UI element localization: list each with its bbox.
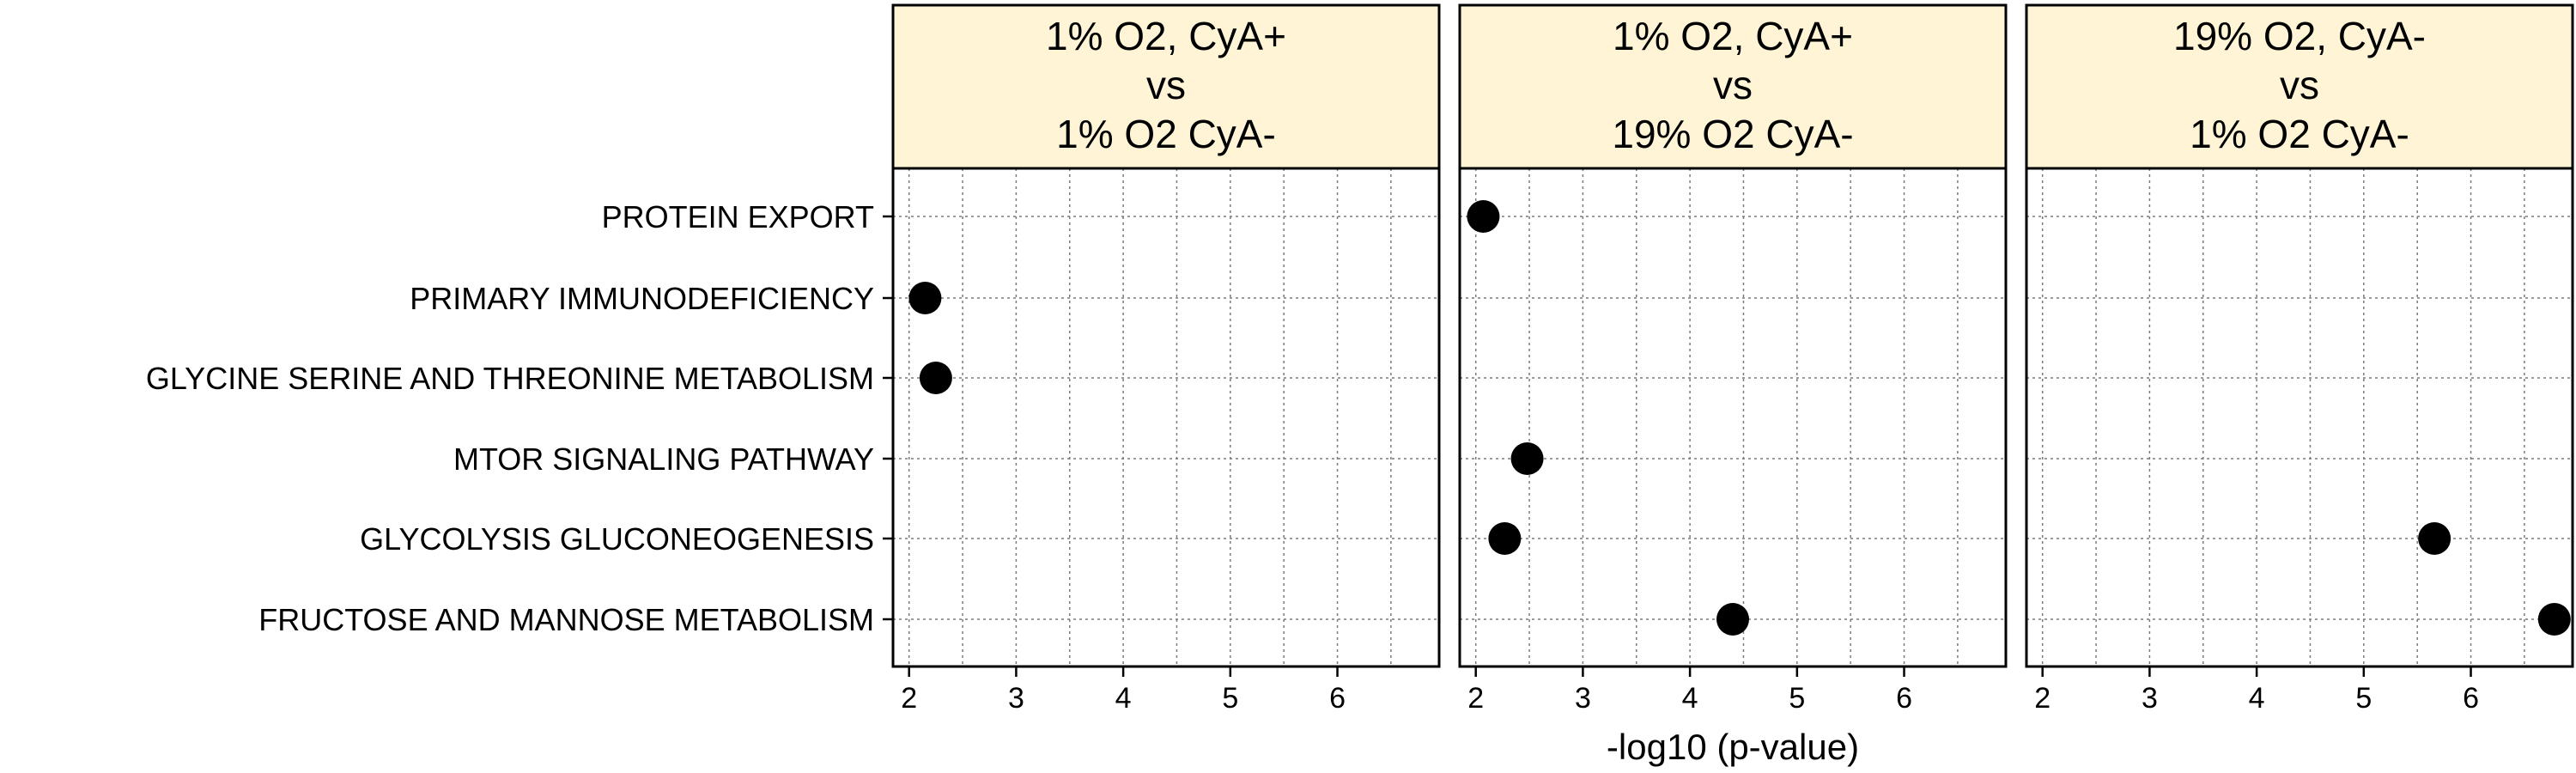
x-tick-label: 3 [1008,682,1024,715]
panel-border [2025,167,2574,668]
plot-area [893,168,1439,666]
x-tick-label: 2 [1467,682,1484,715]
x-tick-label: 2 [901,682,917,715]
x-tick-label: 5 [1222,682,1238,715]
x-tick-label: 5 [1789,682,1805,715]
x-tick-label: 6 [2463,682,2479,715]
category-label: GLYCOLYSIS GLUCONEOGENESIS [360,521,874,557]
facet-panel-3: 19% O2, CyA-vs 1% O2 CyA- 2 3 4 5 6 [2025,3,2574,715]
facet-strip-label-line: 1% O2, CyA+ [1613,14,1853,58]
data-point [1488,522,1522,555]
data-point [908,282,942,314]
facet-strip-label-line: 1% O2 CyA- [2190,112,2409,156]
data-point [1510,442,1544,475]
category-label: PRIMARY IMMUNODEFICIENCY [410,281,874,316]
facet-strip-label-line: 1% O2, CyA+ [1046,14,1286,58]
x-tick-label: 2 [2034,682,2050,715]
facet-strip-label-line: vs [1146,63,1186,107]
x-tick-label: 3 [1575,682,1591,715]
plot-area [2026,168,2573,666]
facet-strip-label-line: vs [1713,63,1753,107]
x-tick-label: 4 [1682,682,1698,715]
x-tick-label: 6 [1329,682,1346,715]
facet-panel-1: 1% O2, CyA+ vs 1% O2 CyA- 2 3 4 5 6 [891,3,1441,715]
facet-strip [1458,3,2008,170]
grid-lines [893,168,1439,666]
category-label: GLYCINE SERINE AND THREONINE METABOLISM [146,361,874,396]
facet-strip-label-line: 19% O2, CyA- [2173,14,2426,58]
x-tick-label: 3 [2142,682,2158,715]
category-label: PROTEIN EXPORT [602,199,874,234]
facet-panel-2: 1% O2, CyA+ vs 19% O2 CyA- 2 3 4 5 6 [1458,3,2008,715]
facet-strip-label-line: 19% O2 CyA- [1612,112,1853,156]
data-point [919,362,952,394]
grid-lines [2026,168,2573,666]
panel-border [891,167,1441,668]
panels: 1% O2, CyA+ vs 1% O2 CyA- 2 3 4 5 6 1% O2, CyA+ v… [891,3,2574,715]
facet-strip [891,3,1441,170]
facet-strip-label-line: vs [2280,63,2319,107]
grid-lines [1460,168,2006,666]
category-labels: PROTEIN EXPORT PRIMARY IMMUNODEFICIENCY GL… [146,199,893,637]
x-tick-label: 5 [2355,682,2372,715]
x-axis-title: -log10 (p-value) [1607,727,1859,767]
data-point [1467,200,1500,233]
x-tick-label: 4 [2249,682,2265,715]
x-tick-label: 4 [1115,682,1132,715]
category-label: MTOR SIGNALING PATHWAY [453,441,874,477]
x-tick-label: 6 [1896,682,1912,715]
data-point [1716,603,1749,636]
data-point [2418,522,2451,555]
category-label: FRUCTOSE AND MANNOSE METABOLISM [258,602,874,637]
data-point [2537,603,2571,636]
facet-strip-label-line: 1% O2 CyA- [1056,112,1276,156]
plot-area [1460,168,2006,666]
panel-border [1458,167,2008,668]
